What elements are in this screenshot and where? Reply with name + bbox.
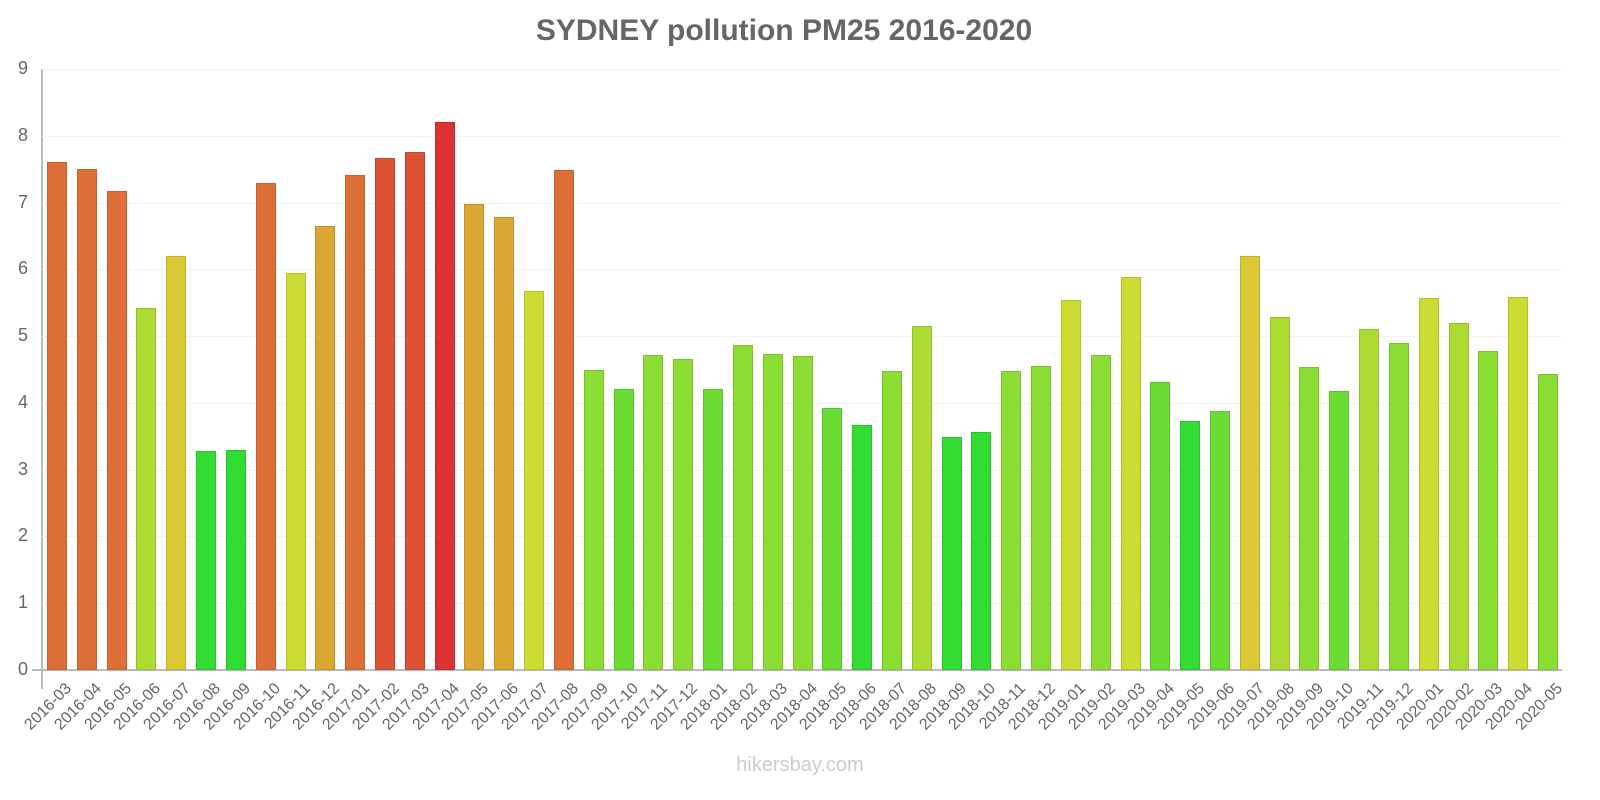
bar[interactable] — [1389, 343, 1409, 670]
bar[interactable] — [793, 356, 813, 670]
bar[interactable] — [1121, 277, 1141, 670]
gridline — [42, 203, 1562, 204]
bar[interactable] — [107, 191, 127, 670]
y-tick-label: 0 — [17, 659, 28, 679]
bar[interactable] — [1150, 382, 1170, 670]
bar[interactable] — [673, 359, 693, 670]
bar[interactable] — [1419, 298, 1439, 670]
bar[interactable] — [1240, 256, 1260, 670]
bar[interactable] — [1091, 355, 1111, 670]
bar[interactable] — [166, 256, 186, 670]
bar[interactable] — [345, 175, 365, 670]
y-tick-label: 6 — [17, 258, 28, 278]
chart-title: SYDNEY pollution PM25 2016-2020 — [535, 14, 1033, 47]
y-tick-label: 5 — [17, 325, 28, 345]
bar[interactable] — [614, 389, 634, 670]
bar[interactable] — [464, 204, 484, 670]
bar[interactable] — [524, 291, 544, 670]
gridline — [42, 269, 1562, 270]
bar[interactable] — [1359, 329, 1379, 670]
bar[interactable] — [1001, 371, 1021, 670]
bar[interactable] — [494, 217, 514, 670]
bar[interactable] — [942, 437, 962, 670]
bar[interactable] — [643, 355, 663, 670]
bar[interactable] — [912, 326, 932, 670]
bar[interactable] — [405, 152, 425, 670]
bar[interactable] — [1329, 391, 1349, 670]
bar[interactable] — [882, 371, 902, 670]
x-axis-line — [32, 669, 1562, 671]
y-tick-label: 8 — [17, 125, 28, 145]
bar[interactable] — [733, 345, 753, 670]
y-tick-label: 7 — [17, 192, 28, 212]
gridline — [42, 136, 1562, 137]
bar[interactable] — [554, 170, 574, 670]
bar[interactable] — [136, 308, 156, 670]
watermark: hikersbay.com — [736, 754, 864, 776]
y-axis-line — [41, 69, 43, 689]
bar[interactable] — [584, 370, 604, 670]
bar[interactable] — [226, 450, 246, 670]
bar[interactable] — [375, 158, 395, 670]
y-tick-label: 1 — [17, 592, 28, 612]
bar[interactable] — [852, 425, 872, 670]
y-tick-label: 9 — [17, 58, 28, 78]
bar[interactable] — [435, 122, 455, 670]
bar[interactable] — [1210, 411, 1230, 670]
bar[interactable] — [196, 451, 216, 670]
y-tick-label: 4 — [17, 392, 28, 412]
bar[interactable] — [256, 183, 276, 670]
bar[interactable] — [47, 162, 67, 670]
bar[interactable] — [1299, 367, 1319, 670]
bar[interactable] — [1508, 297, 1528, 670]
bar[interactable] — [1478, 351, 1498, 670]
y-tick-label: 3 — [17, 459, 28, 479]
bar[interactable] — [77, 169, 97, 670]
bar[interactable] — [286, 273, 306, 670]
gridline — [42, 69, 1562, 70]
bar[interactable] — [1180, 421, 1200, 670]
bar[interactable] — [822, 408, 842, 670]
gridline — [42, 336, 1562, 337]
bar[interactable] — [315, 226, 335, 670]
bar[interactable] — [703, 389, 723, 670]
bar[interactable] — [1449, 323, 1469, 670]
bar[interactable] — [1031, 366, 1051, 670]
bar[interactable] — [1538, 374, 1558, 670]
y-tick-label: 2 — [17, 525, 28, 545]
bar[interactable] — [1270, 317, 1290, 670]
bar[interactable] — [1061, 300, 1081, 670]
bar[interactable] — [971, 432, 991, 670]
bar[interactable] — [763, 354, 783, 670]
